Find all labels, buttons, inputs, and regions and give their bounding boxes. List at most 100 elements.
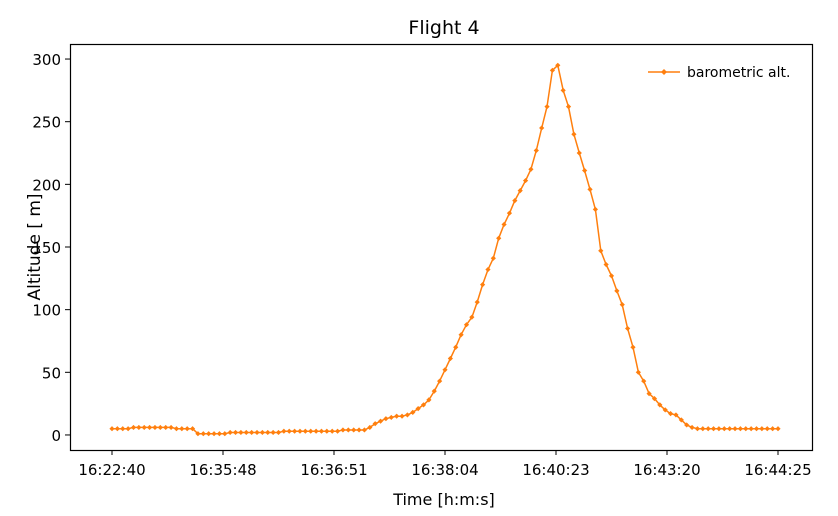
x-tick-label: 16:35:48	[189, 461, 256, 479]
y-tick-label: 100	[32, 302, 61, 320]
data-point	[458, 332, 464, 338]
data-point	[308, 428, 314, 434]
y-axis-label: Altitude [ m]	[25, 193, 45, 300]
data-point	[259, 429, 265, 436]
data-point	[608, 273, 615, 279]
data-point	[351, 427, 357, 433]
data-point	[501, 221, 507, 228]
series-barometric-alt	[109, 62, 781, 437]
x-axis: 16:22:40 16:35:48 16:36:51 16:38:04 16:40:23…	[78, 450, 812, 479]
data-point	[275, 429, 282, 436]
data-point	[743, 426, 749, 432]
data-point	[544, 104, 550, 110]
data-point	[152, 424, 158, 431]
data-point	[281, 428, 287, 434]
legend: barometric alt.	[648, 65, 790, 81]
data-point	[694, 426, 701, 432]
data-point	[270, 429, 276, 436]
data-point	[619, 302, 625, 308]
data-point	[657, 402, 663, 408]
data-point	[646, 391, 652, 397]
data-point	[146, 424, 153, 431]
data-point	[243, 429, 249, 436]
x-tick-label: 16:44:25	[744, 461, 811, 479]
data-point	[549, 67, 556, 73]
x-tick-label: 16:22:40	[78, 461, 145, 479]
y-tick-label: 200	[32, 176, 61, 194]
data-point	[141, 424, 147, 431]
data-point	[426, 397, 432, 403]
data-point	[641, 378, 647, 384]
data-point	[727, 426, 733, 432]
data-point	[721, 426, 727, 432]
data-point	[372, 421, 378, 427]
data-point	[490, 255, 496, 261]
data-point	[130, 424, 137, 431]
data-point	[667, 411, 674, 417]
data-point	[662, 407, 668, 413]
data-point	[361, 427, 368, 433]
data-point	[297, 428, 303, 434]
data-point	[109, 426, 115, 432]
chart-title: Flight 4	[408, 17, 479, 39]
x-axis-label: Time [h:m:s]	[392, 490, 495, 509]
data-point	[163, 424, 169, 431]
data-point	[759, 426, 765, 432]
data-point	[157, 424, 163, 431]
data-point	[265, 429, 271, 436]
data-point	[485, 266, 491, 273]
data-point	[318, 428, 325, 434]
data-point	[324, 428, 330, 434]
data-point	[388, 414, 394, 421]
data-point	[630, 344, 636, 350]
data-point	[689, 424, 695, 431]
data-point	[383, 416, 389, 422]
data-point	[587, 186, 593, 192]
data-point	[684, 422, 690, 428]
data-point	[302, 428, 308, 434]
data-point	[313, 428, 319, 434]
data-point	[651, 396, 658, 402]
data-point	[463, 322, 470, 328]
y-axis: 0 50 100 150 200 250 300	[32, 51, 70, 445]
data-point	[442, 367, 448, 373]
data-point	[764, 426, 770, 432]
data-point	[216, 431, 223, 437]
data-point	[184, 426, 190, 432]
y-tick-label: 50	[42, 364, 61, 382]
data-point	[700, 426, 706, 432]
y-tick-label: 150	[32, 239, 61, 257]
data-point	[710, 426, 717, 432]
data-point	[469, 314, 475, 320]
data-point	[114, 426, 120, 432]
data-point	[732, 426, 738, 432]
data-point	[340, 427, 346, 433]
data-point	[173, 426, 180, 432]
data-point	[179, 426, 185, 432]
data-point	[753, 426, 760, 432]
data-point	[420, 402, 427, 408]
data-point	[705, 426, 711, 432]
data-point	[775, 426, 781, 432]
data-point	[211, 431, 217, 437]
data-point	[453, 344, 459, 350]
data-point	[748, 426, 754, 432]
data-point	[528, 166, 534, 172]
y-tick-label: 0	[51, 427, 61, 445]
data-point	[447, 355, 453, 362]
data-point	[533, 147, 539, 154]
x-tick-label: 16:36:51	[300, 461, 367, 479]
data-point	[238, 429, 244, 436]
legend-marker-swatch	[661, 69, 667, 75]
data-point	[673, 412, 679, 418]
data-point	[415, 406, 421, 412]
data-point	[716, 426, 722, 432]
data-point	[517, 188, 523, 194]
data-point	[598, 248, 604, 254]
x-tick-label: 16:40:23	[522, 461, 589, 479]
data-point	[345, 427, 351, 433]
data-point	[399, 413, 405, 419]
data-point	[249, 429, 255, 436]
data-point	[334, 428, 341, 434]
data-point	[367, 424, 373, 431]
